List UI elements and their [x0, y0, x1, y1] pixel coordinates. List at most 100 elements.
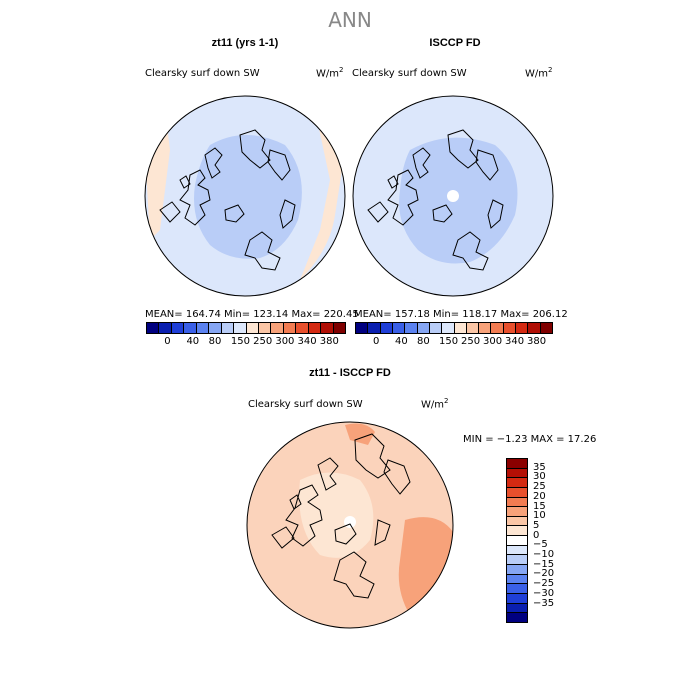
map-panel2: [353, 96, 553, 296]
diff-colorbar-swatch: [507, 565, 527, 575]
colorbar-swatch: [246, 323, 259, 333]
colorbar-swatch: [147, 323, 160, 333]
colorbar-swatch: [503, 323, 517, 333]
diff-colorbar-tick-label: 35: [533, 461, 546, 473]
diff-colorbar-tick-label: 30: [533, 471, 546, 483]
colorbar-tick-label: 380: [319, 336, 339, 347]
colorbar-tick-label: 40: [395, 336, 408, 347]
diff-colorbar-swatch: [507, 613, 527, 622]
colorbar-tick-label: 40: [186, 336, 200, 347]
diff-colorbar-swatch: [507, 536, 527, 546]
colorbar-swatch: [442, 323, 455, 333]
diff-colorbar-swatch: [507, 526, 527, 537]
colorbar-swatch: [429, 323, 443, 333]
diff-colorbar-tick-label: 15: [533, 500, 546, 512]
colorbar-swatch: [171, 323, 185, 333]
diff-colorbar-swatch: [507, 555, 527, 566]
colorbar-swatch: [258, 323, 272, 333]
panel1-title: zt11 (yrs 1-1): [211, 37, 279, 49]
colorbar-tick-label: 250: [253, 336, 273, 347]
diff-units: W/m2: [421, 397, 449, 411]
colorbar-tick-label: 250: [461, 336, 481, 347]
colorbar-swatch: [321, 323, 334, 333]
diff-colorbar-ticks: 35 30 25 20 15 10 5 0 −5 −10 −15 −20 −25 −30 −35: [533, 458, 573, 623]
colorbar-tick-label: 80: [417, 336, 430, 347]
diff-colorbar-tick-label: 25: [533, 481, 546, 493]
colorbar-swatch: [466, 323, 480, 333]
diff-colorbar-swatch: [507, 603, 527, 614]
map2-border: [352, 95, 554, 297]
colorbar-swatch: [368, 323, 381, 333]
map-diff: [247, 422, 453, 628]
map2-coastlines: [367, 129, 504, 271]
diff-title: zt11 - ISCCP FD: [309, 367, 391, 379]
colorbar-swatch: [392, 323, 406, 333]
map1-border: [144, 95, 346, 297]
colorbar-tick-label: 340: [297, 336, 317, 347]
panel1-variable-label: Clearsky surf down SW: [145, 68, 260, 79]
map2-arctic-core: [399, 137, 518, 264]
colorbar-swatch: [234, 323, 247, 333]
panel1-colorbar: [146, 322, 346, 334]
diff-colorbar-tick-label: 10: [533, 510, 546, 522]
colorbar-tick-label: 150: [230, 336, 250, 347]
colorbar-tick-label: 300: [275, 336, 295, 347]
map3-coastlines: [271, 433, 411, 599]
panel2-title: ISCCP FD: [429, 37, 481, 49]
colorbar-tick-label: 0: [373, 336, 380, 347]
colorbar-swatch: [405, 323, 418, 333]
panel2-colorbar: [355, 322, 553, 334]
diff-colorbar-swatch: [507, 459, 527, 469]
colorbar-tick-label: 380: [527, 336, 547, 347]
panel2-variable-label: Clearsky surf down SW: [352, 68, 467, 79]
colorbar-swatch: [454, 323, 467, 333]
diff-colorbar-tick-label: −10: [533, 549, 555, 561]
map1-edge-shading-right: [300, 110, 342, 280]
map1-coastlines: [159, 129, 296, 271]
diff-colorbar-tick-label: 0: [533, 529, 540, 541]
map3-border: [246, 421, 454, 629]
colorbar-swatch: [417, 323, 430, 333]
diff-colorbar-swatch: [507, 507, 527, 517]
diff-colorbar-swatch: [507, 516, 527, 527]
colorbar-tick-label: 340: [505, 336, 525, 347]
diff-colorbar-swatch: [507, 574, 527, 585]
colorbar-tick-label: 80: [208, 336, 222, 347]
diff-colorbar-swatch: [507, 584, 527, 594]
colorbar-swatch: [528, 323, 541, 333]
figure-title: ANN: [328, 8, 372, 32]
diff-colorbar-tick-label: 5: [533, 519, 540, 531]
colorbar-tick-label: 0: [164, 336, 171, 347]
colorbar-tick-label: 300: [483, 336, 503, 347]
panel1-stats: MEAN= 164.74 Min= 123.14 Max= 220.45: [145, 309, 359, 320]
diff-colorbar-swatch: [507, 497, 527, 508]
diff-colorbar-swatch: [507, 545, 527, 556]
colorbar-swatch: [540, 323, 552, 333]
map3-warm-region: [398, 517, 453, 615]
diff-colorbar-tick-label: −25: [533, 578, 555, 590]
panel1-units: W/m2: [316, 66, 344, 80]
panel2-units: W/m2: [525, 66, 553, 80]
colorbar-swatch: [380, 323, 393, 333]
colorbar-swatch: [221, 323, 235, 333]
diff-colorbar-swatch: [507, 487, 527, 498]
diff-colorbar-tick-label: −35: [533, 597, 555, 609]
colorbar-swatch: [491, 323, 504, 333]
panel2-colorbar-ticks: 0 40 80 150 250 300 340 380: [355, 336, 553, 348]
panel2-stats: MEAN= 157.18 Min= 118.17 Max= 206.12: [354, 309, 568, 320]
diff-colorbar-tick-label: −30: [533, 587, 555, 599]
diff-colorbar: [506, 458, 528, 623]
map2-pole-hole: [447, 190, 459, 202]
colorbar-swatch: [209, 323, 222, 333]
colorbar-swatch: [356, 323, 369, 333]
colorbar-swatch: [333, 323, 345, 333]
colorbar-swatch: [516, 323, 529, 333]
colorbar-swatch: [184, 323, 197, 333]
diff-colorbar-tick-label: −15: [533, 558, 555, 570]
colorbar-swatch: [283, 323, 297, 333]
colorbar-tick-label: 150: [439, 336, 459, 347]
panel1-colorbar-ticks: 0 40 80 150 250 300 340 380: [146, 336, 346, 348]
diff-colorbar-tick-label: 20: [533, 490, 546, 502]
map3-warm-region-top: [345, 423, 375, 445]
diff-colorbar-swatch: [507, 468, 527, 479]
